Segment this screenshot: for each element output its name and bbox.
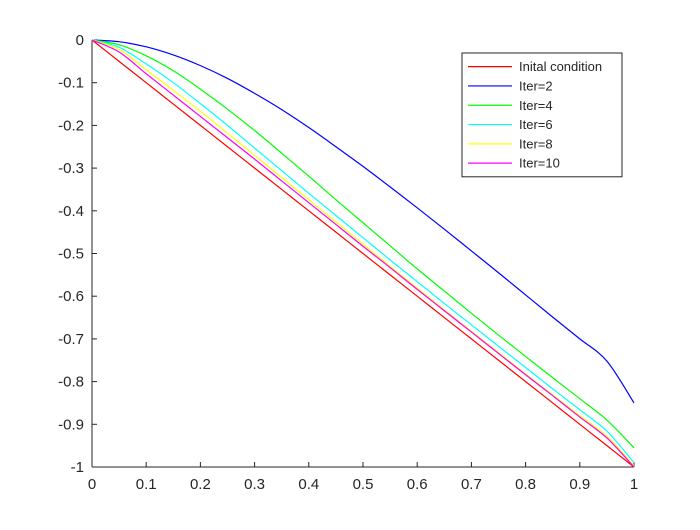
y-tick-label: -0.2 bbox=[58, 117, 84, 134]
y-tick-label: -1 bbox=[71, 459, 84, 476]
legend-label: Iter=2 bbox=[519, 78, 553, 93]
x-tick-label: 0.5 bbox=[353, 476, 374, 493]
y-tick-label: -0.5 bbox=[58, 246, 84, 263]
x-tick-label: 0.7 bbox=[461, 476, 482, 493]
y-tick-label: -0.7 bbox=[58, 331, 84, 348]
series-line-3 bbox=[91, 39, 635, 464]
y-tick-label: -0.1 bbox=[58, 75, 84, 92]
legend-label: Iter=8 bbox=[519, 136, 553, 151]
y-tick-label: -0.6 bbox=[58, 288, 84, 305]
x-tick-label: 0.1 bbox=[136, 476, 157, 493]
y-tick-label: -0.9 bbox=[58, 416, 84, 433]
series-line-2 bbox=[91, 39, 635, 449]
series-line-0 bbox=[91, 39, 635, 468]
series-layer bbox=[91, 39, 635, 468]
legend-box bbox=[461, 52, 623, 178]
x-tick-label: 0.8 bbox=[515, 476, 536, 493]
series-line-1 bbox=[91, 39, 635, 404]
x-tick-label: 0.3 bbox=[244, 476, 265, 493]
legend-label: Inital condition bbox=[519, 59, 602, 74]
legend-label: Iter=10 bbox=[519, 156, 560, 171]
x-tick-label: 0.9 bbox=[569, 476, 590, 493]
series-line-5 bbox=[91, 39, 635, 468]
y-tick-label: -0.8 bbox=[58, 374, 84, 391]
x-tick-label: 0 bbox=[88, 476, 96, 493]
legend: Inital condition Iter=2 Iter=4 Iter=6 Iter=8… bbox=[461, 52, 623, 178]
x-tick-label: 1 bbox=[630, 476, 638, 493]
y-tick-label: -0.3 bbox=[58, 160, 84, 177]
x-tick-label: 0.6 bbox=[407, 476, 428, 493]
x-tick-label: 0.4 bbox=[298, 476, 319, 493]
legend-label: Iter=6 bbox=[519, 117, 553, 132]
series-line-4 bbox=[91, 39, 635, 467]
y-tick-label: -0.4 bbox=[58, 203, 84, 220]
x-tick-label: 0.2 bbox=[190, 476, 211, 493]
y-tick-label: 0 bbox=[76, 32, 84, 49]
legend-label: Iter=4 bbox=[519, 98, 553, 113]
axes-layer: 0 0.1 0.2 0.3 0.4 0.5 0.6 0.7 0.8 0.9 1 0 -0.1 -0.2 -0… bbox=[58, 32, 638, 493]
